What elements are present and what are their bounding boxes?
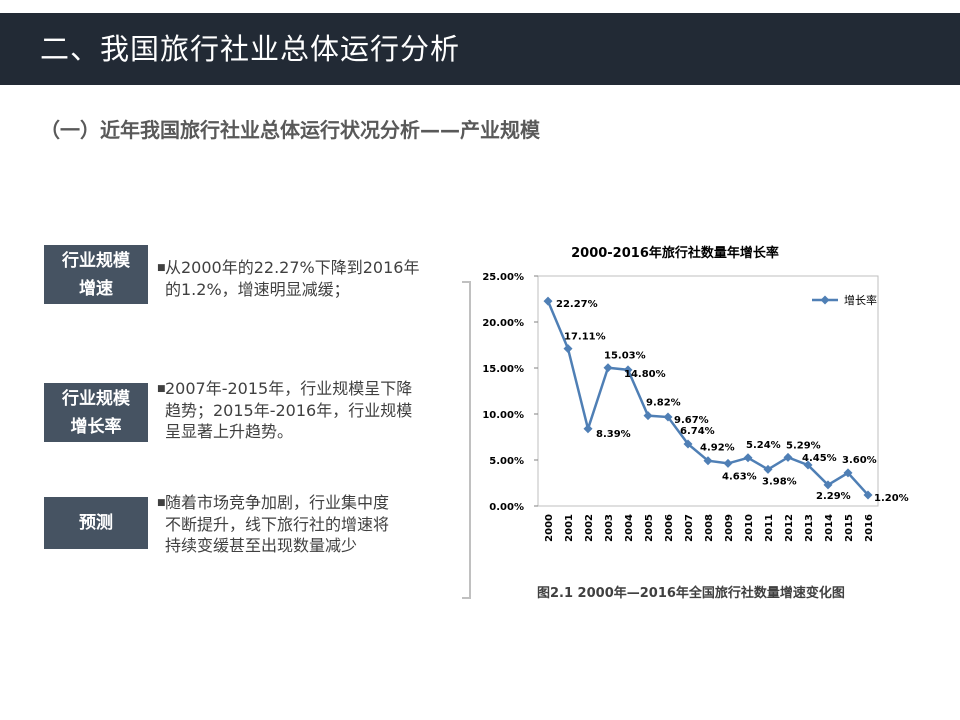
x-tick-label: 2009: [724, 514, 735, 542]
chart-legend: 增长率: [812, 293, 877, 307]
data-point-marker: [583, 424, 593, 434]
data-point-marker: [663, 412, 673, 422]
x-tick-label: 2013: [804, 514, 815, 542]
page-title: 二、我国旅行社业总体运行分析: [40, 32, 461, 66]
data-label: 5.24%: [746, 440, 781, 451]
legend-marker: [820, 295, 830, 305]
chart-series: 22.27% 17.11% 8.39% 15.03% 14.80% 9.82% 9.67%6…: [543, 296, 909, 504]
data-point-marker: [743, 453, 753, 463]
figure-caption: 图2.1 2000年—2016年全国旅行社数量增速变化图: [537, 586, 845, 601]
data-label: 15.03%: [604, 351, 646, 362]
bullet-line: 趋势；2015年-2016年，行业规模: [165, 401, 413, 420]
growth-rate-chart: 2000-2016年旅行社数量年增长率 0.00% 5.00% 10.00% 15.0…: [482, 245, 909, 542]
data-label: 4.63%: [722, 471, 757, 482]
bullet-line: 从2000年的22.27%下降到2016年: [165, 258, 420, 277]
bullet-line: 的1.2%，增速明显减缓；: [165, 280, 350, 299]
bullet-growth-rate: ■2007年-2015年，行业规模呈下降 趋势；2015年-2016年，行业规模…: [157, 378, 457, 442]
x-tick-label: 2012: [784, 514, 795, 542]
bullet-forecast: ■随着市场竞争加剧，行业集中度 不断提升，线下旅行社的增速将 持续变缓甚至出现数…: [157, 492, 457, 556]
label-box-growth-rate: 行业规模 增长率: [44, 383, 148, 442]
data-label: 4.45%: [802, 453, 837, 464]
bullet-line: 呈显著上升趋势。: [165, 422, 294, 441]
data-label: 9.82%: [646, 398, 681, 409]
x-tick-label: 2015: [844, 514, 855, 542]
data-point-marker: [683, 439, 693, 449]
y-tick-label: 20.00%: [482, 318, 524, 329]
bullet-line: 随着市场竞争加剧，行业集中度: [165, 493, 390, 512]
data-point-marker: [703, 456, 713, 466]
data-point-marker: [863, 490, 873, 500]
label-line: 增速: [79, 278, 113, 299]
data-label: 4.92%: [700, 443, 735, 454]
legend-label: 增长率: [844, 293, 877, 307]
data-point-marker: [763, 464, 773, 474]
data-point-marker: [603, 363, 613, 373]
data-point-marker: [803, 460, 813, 470]
label-line: 行业规模: [62, 250, 130, 271]
label-box-forecast: 预测: [44, 497, 148, 549]
bullet-square-icon: ■: [157, 384, 166, 394]
data-point-marker: [823, 480, 833, 490]
x-tick-label: 2002: [584, 514, 595, 542]
data-label: 14.80%: [624, 369, 666, 380]
label-line: 增长率: [70, 416, 122, 437]
x-tick-label: 2016: [864, 514, 875, 542]
x-tick-label: 2005: [644, 514, 655, 542]
label-line: 行业规模: [62, 388, 130, 409]
data-point-marker: [783, 452, 793, 462]
data-point-marker: [563, 344, 573, 354]
data-label: 9.67%: [674, 415, 709, 426]
header-bar: 二、我国旅行社业总体运行分析: [0, 13, 960, 85]
data-point-marker: [543, 296, 553, 306]
data-point-marker: [643, 411, 653, 421]
bullet-line: 2007年-2015年，行业规模呈下降: [165, 379, 413, 398]
y-tick-label: 15.00%: [482, 364, 524, 375]
data-label: 8.39%: [596, 429, 631, 440]
data-label: 22.27%: [556, 299, 598, 310]
bullet-line: 持续变缓甚至出现数量减少: [165, 536, 358, 555]
bullet-line: 不断提升，线下旅行社的增速将: [165, 515, 390, 534]
x-tick-label: 2008: [704, 514, 715, 542]
bullet-square-icon: ■: [157, 498, 166, 508]
x-tick-label: 2007: [684, 514, 695, 542]
data-label: 17.11%: [564, 332, 606, 343]
y-tick-label: 0.00%: [489, 502, 524, 513]
label-line: 预测: [79, 513, 113, 533]
plot-area-border: [537, 275, 879, 507]
data-label: 6.74%: [680, 426, 715, 437]
data-point-marker: [843, 468, 853, 478]
x-tick-label: 2003: [604, 514, 615, 542]
data-label: 3.60%: [842, 455, 877, 466]
x-tick-label: 2004: [624, 514, 635, 542]
y-tick-label: 5.00%: [489, 456, 524, 467]
x-tick-label: 2000: [544, 514, 555, 542]
y-tick-label: 25.00%: [482, 272, 524, 283]
data-point-marker: [723, 458, 733, 468]
series-line: [546, 300, 869, 496]
chart-axes: 0.00% 5.00% 10.00% 15.00% 20.00% 25.00% 2000 20…: [482, 272, 879, 542]
data-label: 5.29%: [786, 440, 821, 451]
x-tick-label: 2010: [744, 514, 755, 542]
y-tick-label: 10.00%: [482, 410, 524, 421]
x-tick-label: 2001: [564, 514, 575, 542]
data-point-marker: [623, 365, 633, 375]
data-label: 3.98%: [762, 476, 797, 487]
x-tick-label: 2014: [824, 514, 835, 542]
data-label: 1.20%: [874, 493, 909, 504]
section-subtitle: （一）近年我国旅行社业总体运行状况分析——产业规模: [40, 118, 540, 142]
x-tick-label: 2006: [664, 514, 675, 542]
label-box-scale-speed: 行业规模 增速: [44, 245, 148, 304]
data-label: 2.29%: [816, 491, 851, 502]
x-tick-label: 2011: [764, 514, 775, 542]
bullet-scale-speed: ■从2000年的22.27%下降到2016年 的1.2%，增速明显减缓；: [157, 257, 457, 300]
chart-title: 2000-2016年旅行社数量年增长率: [571, 245, 779, 261]
bullet-square-icon: ■: [157, 263, 166, 273]
